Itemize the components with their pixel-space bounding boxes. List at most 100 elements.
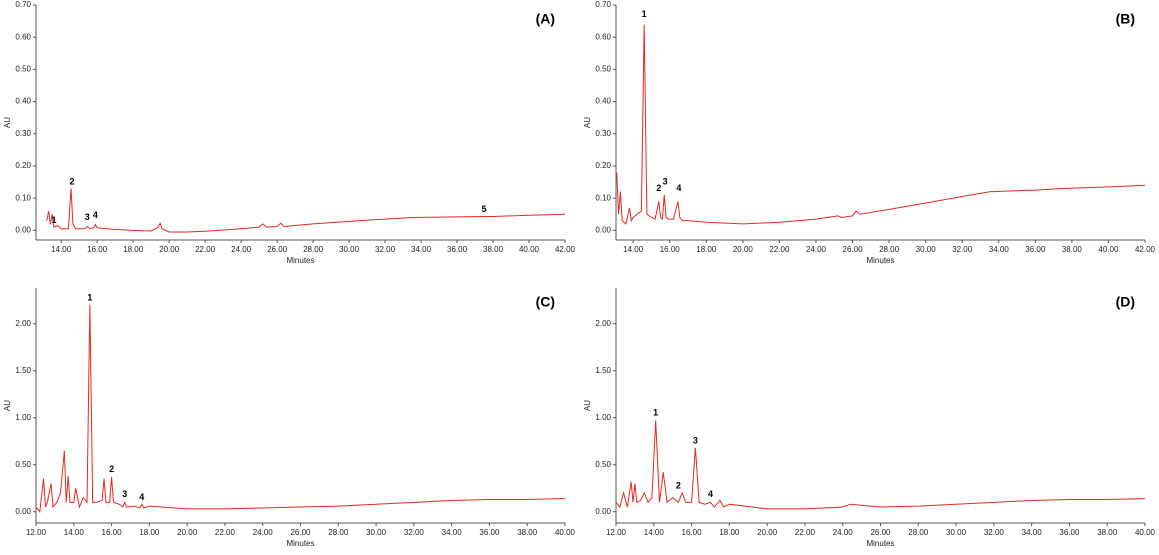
x-tick-label: 14.00: [51, 245, 72, 254]
y-tick-label: 0.40: [15, 97, 31, 106]
x-tick-label: 22.00: [769, 245, 790, 254]
x-tick-label: 26.00: [290, 528, 311, 537]
x-tick-label: 18.00: [696, 245, 717, 254]
x-tick-label: 28.00: [328, 528, 349, 537]
x-tick-label: 32.00: [984, 528, 1005, 537]
x-tick-label: 28.00: [879, 245, 900, 254]
y-tick-label: 0.00: [15, 225, 31, 234]
panel: 0.00 0.50 1.00 1.50 2.00 12.00 14.00 16.00 18.00…: [583, 288, 1156, 548]
x-tick-label: 38.00: [483, 245, 504, 254]
y-tick-label: 0.30: [595, 129, 611, 138]
x-tick-label: 26.00: [870, 528, 891, 537]
peak-label: 2: [109, 464, 114, 474]
x-tick-label: 30.00: [366, 528, 387, 537]
y-tick-label: 0.20: [15, 161, 31, 170]
y-tick-label: 0.20: [595, 161, 611, 170]
peak-label: 1: [653, 407, 658, 417]
y-axis-label: AU: [3, 117, 12, 128]
x-tick-label: 20.00: [733, 245, 754, 254]
y-tick-label: 0.40: [595, 97, 611, 106]
x-tick-label: 36.00: [479, 528, 500, 537]
peak-label: 2: [656, 183, 661, 193]
y-tick-label: 0.70: [15, 0, 31, 9]
y-axis-label: AU: [3, 400, 12, 411]
x-tick-label: 18.00: [123, 245, 144, 254]
x-tick-label: 22.00: [215, 528, 236, 537]
x-tick-label: 24.00: [231, 245, 252, 254]
x-tick-label: 18.00: [139, 528, 160, 537]
peak-label: 5: [482, 204, 487, 214]
x-tick-label: 16.00: [102, 528, 123, 537]
x-tick-label: 36.00: [447, 245, 468, 254]
peak-label: 1: [87, 293, 92, 303]
x-tick-label: 34.00: [411, 245, 432, 254]
trace: [46, 188, 566, 233]
peak-label: 4: [676, 183, 681, 193]
x-tick-label: 18.00: [719, 528, 740, 537]
panel-title: (B): [1116, 11, 1135, 27]
x-tick-label: 16.00: [682, 528, 703, 537]
x-tick-label: 26.00: [267, 245, 288, 254]
y-tick-label: 0.70: [595, 0, 611, 9]
y-tick-label: 0.10: [595, 193, 611, 202]
x-tick-label: 16.00: [87, 245, 108, 254]
y-tick-label: 1.50: [15, 366, 31, 375]
y-tick-label: 2.00: [595, 319, 611, 328]
x-tick-label: 38.00: [517, 528, 538, 537]
peak-label: 2: [69, 176, 74, 186]
trace: [615, 420, 1146, 510]
peak-label: 1: [51, 215, 56, 225]
peak-label: 4: [708, 489, 713, 499]
x-tick-label: 38.00: [1097, 528, 1118, 537]
x-tick-label: 32.00: [952, 245, 973, 254]
peak-label: 3: [693, 436, 698, 446]
x-tick-label: 34.00: [989, 245, 1010, 254]
y-tick-label: 1.00: [15, 413, 31, 422]
x-tick-label: 30.00: [946, 528, 967, 537]
x-tick-label: 40.00: [555, 528, 576, 537]
x-tick-label: 22.00: [795, 528, 816, 537]
trace: [35, 304, 566, 513]
peak-label: 4: [139, 492, 144, 502]
x-tick-label: 24.00: [806, 245, 827, 254]
y-tick-label: 1.00: [595, 413, 611, 422]
y-tick-label: 0.00: [15, 507, 31, 516]
x-tick-label: 40.00: [1135, 528, 1156, 537]
peak-label: 4: [93, 210, 98, 220]
x-axis-label: Minutes: [286, 256, 314, 265]
x-tick-label: 20.00: [177, 528, 198, 537]
x-tick-label: 24.00: [253, 528, 274, 537]
x-tick-label: 40.00: [1098, 245, 1119, 254]
panel: 0.00 0.50 1.00 1.50 2.00 12.00 14.00 16.00 18.00…: [3, 288, 576, 548]
y-tick-label: 2.00: [15, 319, 31, 328]
x-tick-label: 24.00: [833, 528, 854, 537]
x-tick-label: 22.00: [195, 245, 216, 254]
x-tick-label: 12.00: [26, 528, 47, 537]
x-tick-label: 14.00: [64, 528, 85, 537]
y-tick-label: 0.60: [595, 32, 611, 41]
y-tick-label: 0.50: [595, 64, 611, 73]
peak-label: 1: [642, 9, 647, 19]
panel: 0.00 0.10 0.20 0.30 0.40 0.50 0.60 0.70 14.00 16.…: [583, 0, 1155, 265]
x-tick-label: 12.00: [606, 528, 627, 537]
y-tick-label: 0.30: [15, 129, 31, 138]
x-tick-label: 20.00: [757, 528, 778, 537]
panel-title: (A): [536, 11, 555, 27]
y-tick-label: 0.00: [595, 507, 611, 516]
trace: [616, 24, 1146, 225]
x-tick-label: 36.00: [1059, 528, 1080, 537]
peak-label: 2: [676, 481, 681, 491]
panel: 0.00 0.10 0.20 0.30 0.40 0.50 0.60 0.70 14.00 16.…: [3, 0, 575, 265]
peak-label: 3: [85, 212, 90, 222]
x-tick-label: 26.00: [843, 245, 864, 254]
x-tick-label: 38.00: [1062, 245, 1083, 254]
x-tick-label: 34.00: [442, 528, 463, 537]
x-tick-label: 32.00: [404, 528, 425, 537]
y-tick-label: 0.10: [15, 193, 31, 202]
x-tick-label: 40.00: [519, 245, 540, 254]
y-tick-label: 0.00: [595, 225, 611, 234]
y-tick-label: 1.50: [595, 366, 611, 375]
x-tick-label: 34.00: [1022, 528, 1043, 537]
y-axis-label: AU: [583, 400, 592, 411]
